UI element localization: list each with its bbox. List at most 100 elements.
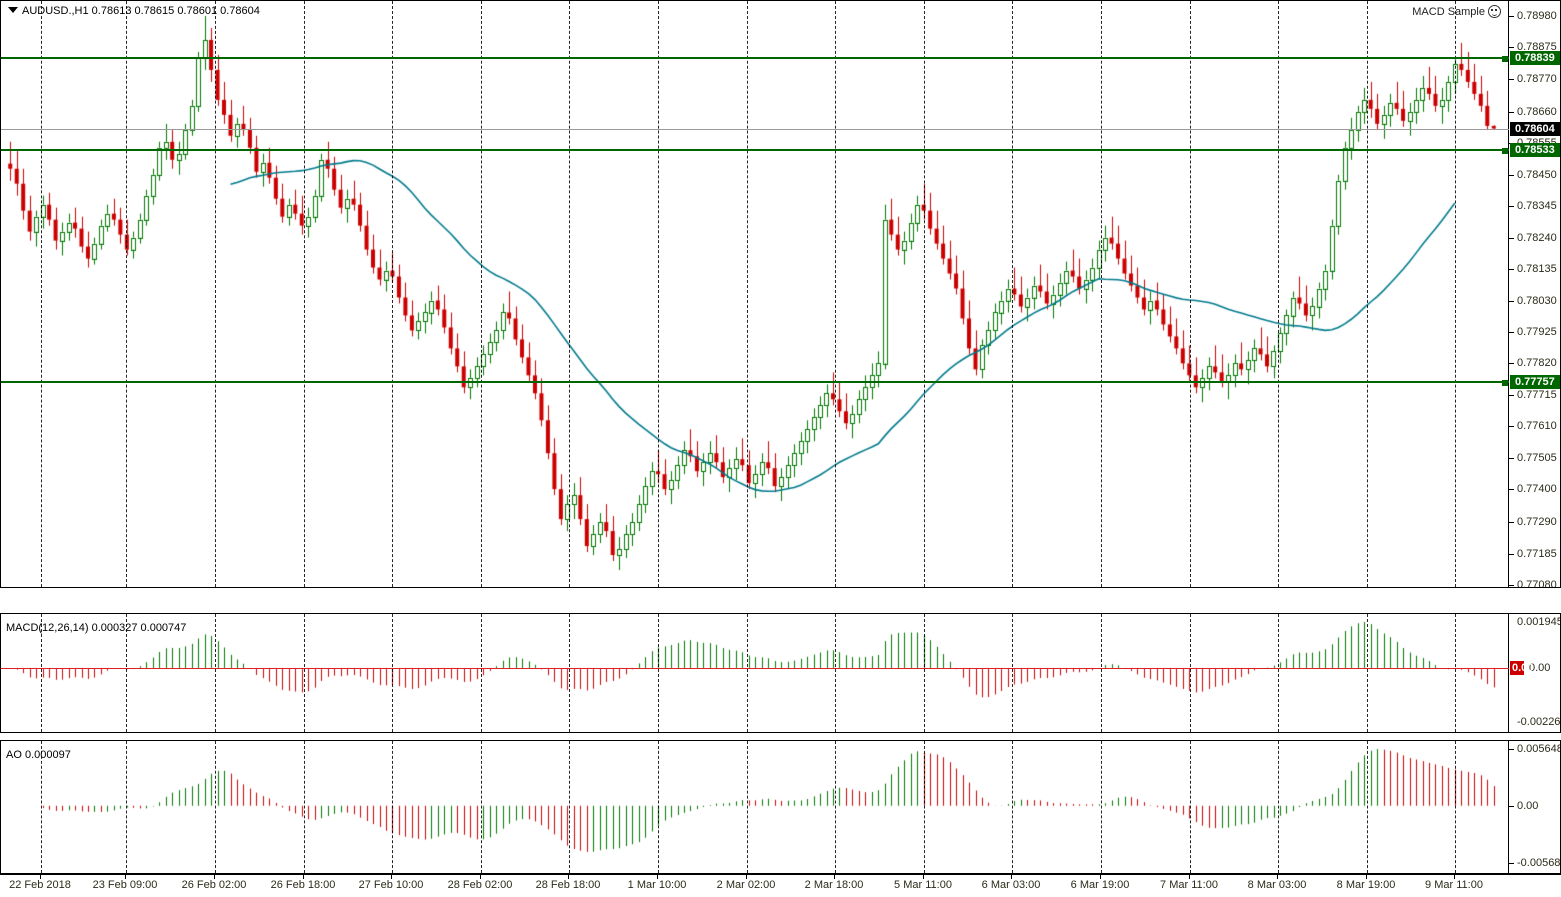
grid-line (1278, 1, 1279, 587)
price-axis[interactable]: 0.789800.788750.787700.786600.785550.784… (1508, 1, 1560, 587)
time-axis-tick (1189, 875, 1190, 879)
price-axis-tick (1509, 522, 1514, 524)
grid-line (835, 614, 836, 732)
price-axis-tick (1509, 553, 1514, 555)
macd-indicator-panel[interactable]: 0.001945 0.000.00 -0.002261 (0, 613, 1561, 733)
grid-line (747, 1, 748, 587)
time-axis-tick (214, 875, 215, 879)
price-axis-label: 0.77505 (1517, 451, 1557, 464)
time-axis-label: 23 Feb 09:00 (92, 879, 158, 891)
grid-line (1012, 614, 1013, 732)
time-axis-label: 2 Mar 02:00 (716, 879, 776, 891)
price-axis-label: 0.77820 (1517, 357, 1557, 370)
grid-line (215, 741, 216, 873)
grid-line (1012, 1, 1013, 587)
ao-axis-tick (1509, 863, 1514, 864)
price-axis-label: 0.77185 (1517, 547, 1557, 560)
price-axis-tick (1509, 300, 1514, 302)
macd-zero-line (1, 668, 1509, 670)
price-chart-panel[interactable]: 0.789800.788750.787700.786600.785550.784… (0, 0, 1561, 588)
price-axis-tick (1509, 111, 1514, 113)
time-axis-tick (1277, 875, 1278, 879)
ao-indicator-panel[interactable]: 0.005648 0.00 -0.005689 (0, 740, 1561, 874)
time-axis-tick (480, 875, 481, 879)
price-axis-label: 0.77290 (1517, 516, 1557, 529)
price-axis-label: 0.78660 (1517, 105, 1557, 118)
time-axis-label: 26 Feb 02:00 (181, 879, 247, 891)
grid-line (1101, 1, 1102, 587)
macd-histogram-canvas (1, 614, 1509, 732)
grid-line (658, 614, 659, 732)
ao-indicator-label: AO 0.000097 (6, 749, 71, 761)
support-level-lower-line[interactable] (1, 381, 1509, 384)
grid-line (1455, 741, 1456, 873)
grid-line (747, 741, 748, 873)
price-axis-tick (1509, 394, 1514, 396)
ao-axis[interactable]: 0.005648 0.00 -0.005689 (1508, 741, 1560, 873)
ao-axis-label: 0.00 (1517, 799, 1539, 812)
time-axis-label: 8 Mar 19:00 (1336, 879, 1396, 891)
grid-line (392, 614, 393, 732)
candlestick-canvas (1, 1, 1509, 587)
price-axis-tick (1509, 47, 1514, 49)
price-plot-area[interactable] (1, 1, 1509, 587)
macd-axis[interactable]: 0.001945 0.000.00 -0.002261 (1508, 614, 1560, 732)
grid-line (1101, 741, 1102, 873)
time-axis-label: 28 Feb 18:00 (535, 879, 601, 891)
chart-watermark: MACD Sample (1412, 5, 1501, 18)
price-axis-label: 0.77715 (1517, 388, 1557, 401)
grid-line (658, 1, 659, 587)
support-level-lower-badge[interactable]: 0.77757 (1510, 375, 1560, 390)
ao-axis-label: 0.005648 (1517, 743, 1561, 755)
price-axis-tick (1509, 426, 1514, 428)
grid-line (569, 614, 570, 732)
grid-line (1367, 614, 1368, 732)
time-axis-tick (125, 875, 126, 879)
grid-line (924, 614, 925, 732)
support-level-upper-handle[interactable] (1502, 147, 1508, 154)
grid-line (1455, 1, 1456, 587)
grid-line (1190, 614, 1191, 732)
chart-dropdown-arrow-icon[interactable] (8, 7, 18, 13)
macd-axis-label: 0.001945 (1517, 616, 1561, 628)
current-price-line[interactable] (1, 128, 1509, 130)
time-axis[interactable]: 22 Feb 2018 23 Feb 09:00 26 Feb 02:00 26 Fe… (0, 874, 1561, 897)
resistance-level-handle[interactable] (1502, 56, 1508, 63)
grid-line (41, 614, 42, 732)
grid-line (392, 741, 393, 873)
support-level-lower-handle[interactable] (1502, 380, 1508, 387)
macd-plot-area[interactable] (1, 614, 1509, 732)
grid-line (41, 741, 42, 873)
watermark-label: MACD Sample (1412, 5, 1485, 18)
grid-line (924, 741, 925, 873)
price-axis-tick (1509, 363, 1514, 365)
time-axis-label: 28 Feb 02:00 (447, 879, 513, 891)
grid-line (1012, 741, 1013, 873)
time-axis-tick (303, 875, 304, 879)
time-axis-tick (1366, 875, 1367, 879)
grid-line (835, 1, 836, 587)
price-axis-tick (1509, 78, 1514, 80)
resistance-level-badge[interactable]: 0.78839 (1510, 51, 1560, 66)
ao-axis-tick (1509, 749, 1514, 750)
time-axis-tick (40, 875, 41, 879)
price-axis-label: 0.78240 (1517, 231, 1557, 244)
resistance-level-line[interactable] (1, 57, 1509, 60)
ao-plot-area[interactable] (1, 741, 1509, 873)
time-axis-tick (391, 875, 392, 879)
time-axis-label: 1 Mar 10:00 (627, 879, 687, 891)
support-level-upper-line[interactable] (1, 148, 1509, 151)
support-level-upper-badge[interactable]: 0.78533 (1510, 142, 1560, 157)
time-axis-label: 22 Feb 2018 (9, 879, 71, 891)
current-price-badge[interactable]: 0.78604 (1510, 121, 1560, 136)
price-axis-label: 0.78875 (1517, 41, 1557, 54)
price-axis-label: 0.78770 (1517, 72, 1557, 85)
time-axis-tick (1454, 875, 1455, 879)
grid-line (215, 614, 216, 732)
time-axis-label: 2 Mar 18:00 (804, 879, 864, 891)
ao-axis-label: -0.005689 (1517, 857, 1561, 869)
time-axis-tick (834, 875, 835, 879)
smiley-face-icon (1488, 5, 1501, 18)
price-axis-tick (1509, 331, 1514, 333)
